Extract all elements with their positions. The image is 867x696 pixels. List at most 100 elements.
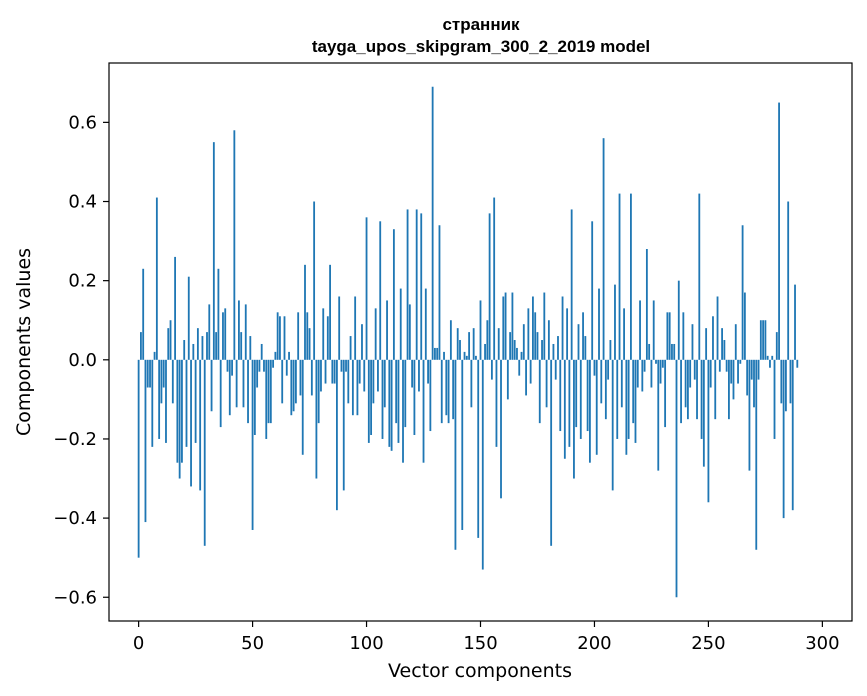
bar-96 [356,359,359,416]
bar-32 [210,359,213,412]
bar-79 [317,359,320,424]
bar-271 [755,359,758,550]
bar-19 [181,359,183,463]
bar-269 [750,359,753,380]
bar-212 [620,359,623,408]
bar-228 [657,359,660,471]
bar-95 [354,296,357,360]
y-tick-label: 0.6 [68,112,97,133]
bar-47 [244,304,247,360]
bar-40 [228,359,231,416]
bar-241 [686,359,689,420]
bar-190 [570,209,573,360]
bar-139 [454,359,457,550]
chart-subtitle: tayga_upos_skipgram_300_2_2019 model [312,37,650,56]
bar-91 [345,359,347,372]
bar-136 [447,359,450,424]
bar-286 [789,359,792,404]
bar-46 [242,359,245,408]
bar-51 [253,359,256,435]
bar-115 [399,288,402,360]
bar-171 [527,308,530,360]
bar-133 [440,359,443,424]
bar-85 [331,359,334,384]
bar-196 [584,336,587,360]
bar-24 [192,343,195,360]
bar-2 [142,268,145,360]
bar-93 [349,336,352,360]
bar-80 [320,359,322,392]
bar-277 [769,359,771,368]
bar-6 [151,359,154,447]
bar-61 [276,312,279,360]
bar-127 [427,359,429,384]
bar-270 [753,359,755,408]
bar-217 [632,359,635,424]
bar-110 [388,359,391,447]
bar-111 [390,359,393,451]
bar-117 [404,359,407,428]
bar-124 [420,213,423,360]
bar-38 [224,308,227,360]
bar-113 [395,359,398,424]
y-tick-label: 0.4 [68,192,97,213]
bar-274 [762,320,765,360]
bar-218 [634,359,637,443]
bar-143 [463,351,466,360]
bar-281 [778,102,780,360]
bar-147 [472,328,475,360]
bar-76 [310,359,313,396]
bar-226 [652,300,655,360]
y-axis-ticks: 0.6 0.4 0.2 0.0 −0.2 −0.4 −0.6 [53,112,109,608]
bar-26 [196,328,199,360]
bar-9 [158,359,161,439]
bar-102 [370,359,373,435]
bar-288 [794,284,796,360]
bar-83 [326,316,329,360]
y-tick-label: 0.2 [68,271,97,292]
bar-157 [495,359,498,447]
bar-153 [486,320,489,360]
bar-239 [682,312,685,360]
bar-279 [773,359,776,439]
bar-257 [723,340,726,360]
bar-188 [566,308,569,360]
bar-17 [176,359,179,463]
bar-53 [258,359,261,372]
bar-150 [479,300,482,360]
bar-182 [552,343,555,360]
bar-170 [525,359,527,396]
bar-31 [208,304,211,360]
bar-161 [504,292,507,360]
bar-49 [249,336,252,360]
bar-208 [611,359,614,491]
bar-16 [174,256,176,360]
bar-175 [536,332,539,360]
bar-97 [358,359,361,384]
bar-12 [165,359,167,443]
bar-207 [609,340,612,360]
bar-25 [194,359,197,443]
bar-59 [272,359,275,368]
bar-84 [329,264,331,360]
chart-title: странник [442,15,520,34]
bar-189 [568,359,571,447]
bar-209 [614,284,616,360]
bar-11 [162,359,165,388]
bar-233 [668,312,671,360]
bar-244 [693,359,696,380]
bar-242 [689,359,692,388]
bar-230 [661,359,664,368]
bar-74 [306,312,309,360]
bar-193 [577,324,580,360]
bar-180 [547,320,550,360]
bar-266 [743,292,746,360]
bar-36 [219,359,222,428]
bar-75 [308,328,311,360]
bar-28 [201,336,204,360]
bar-114 [397,359,400,443]
bar-130 [434,347,436,360]
bar-185 [559,359,562,432]
bar-54 [260,343,263,360]
y-axis-label: Components values [13,248,35,436]
